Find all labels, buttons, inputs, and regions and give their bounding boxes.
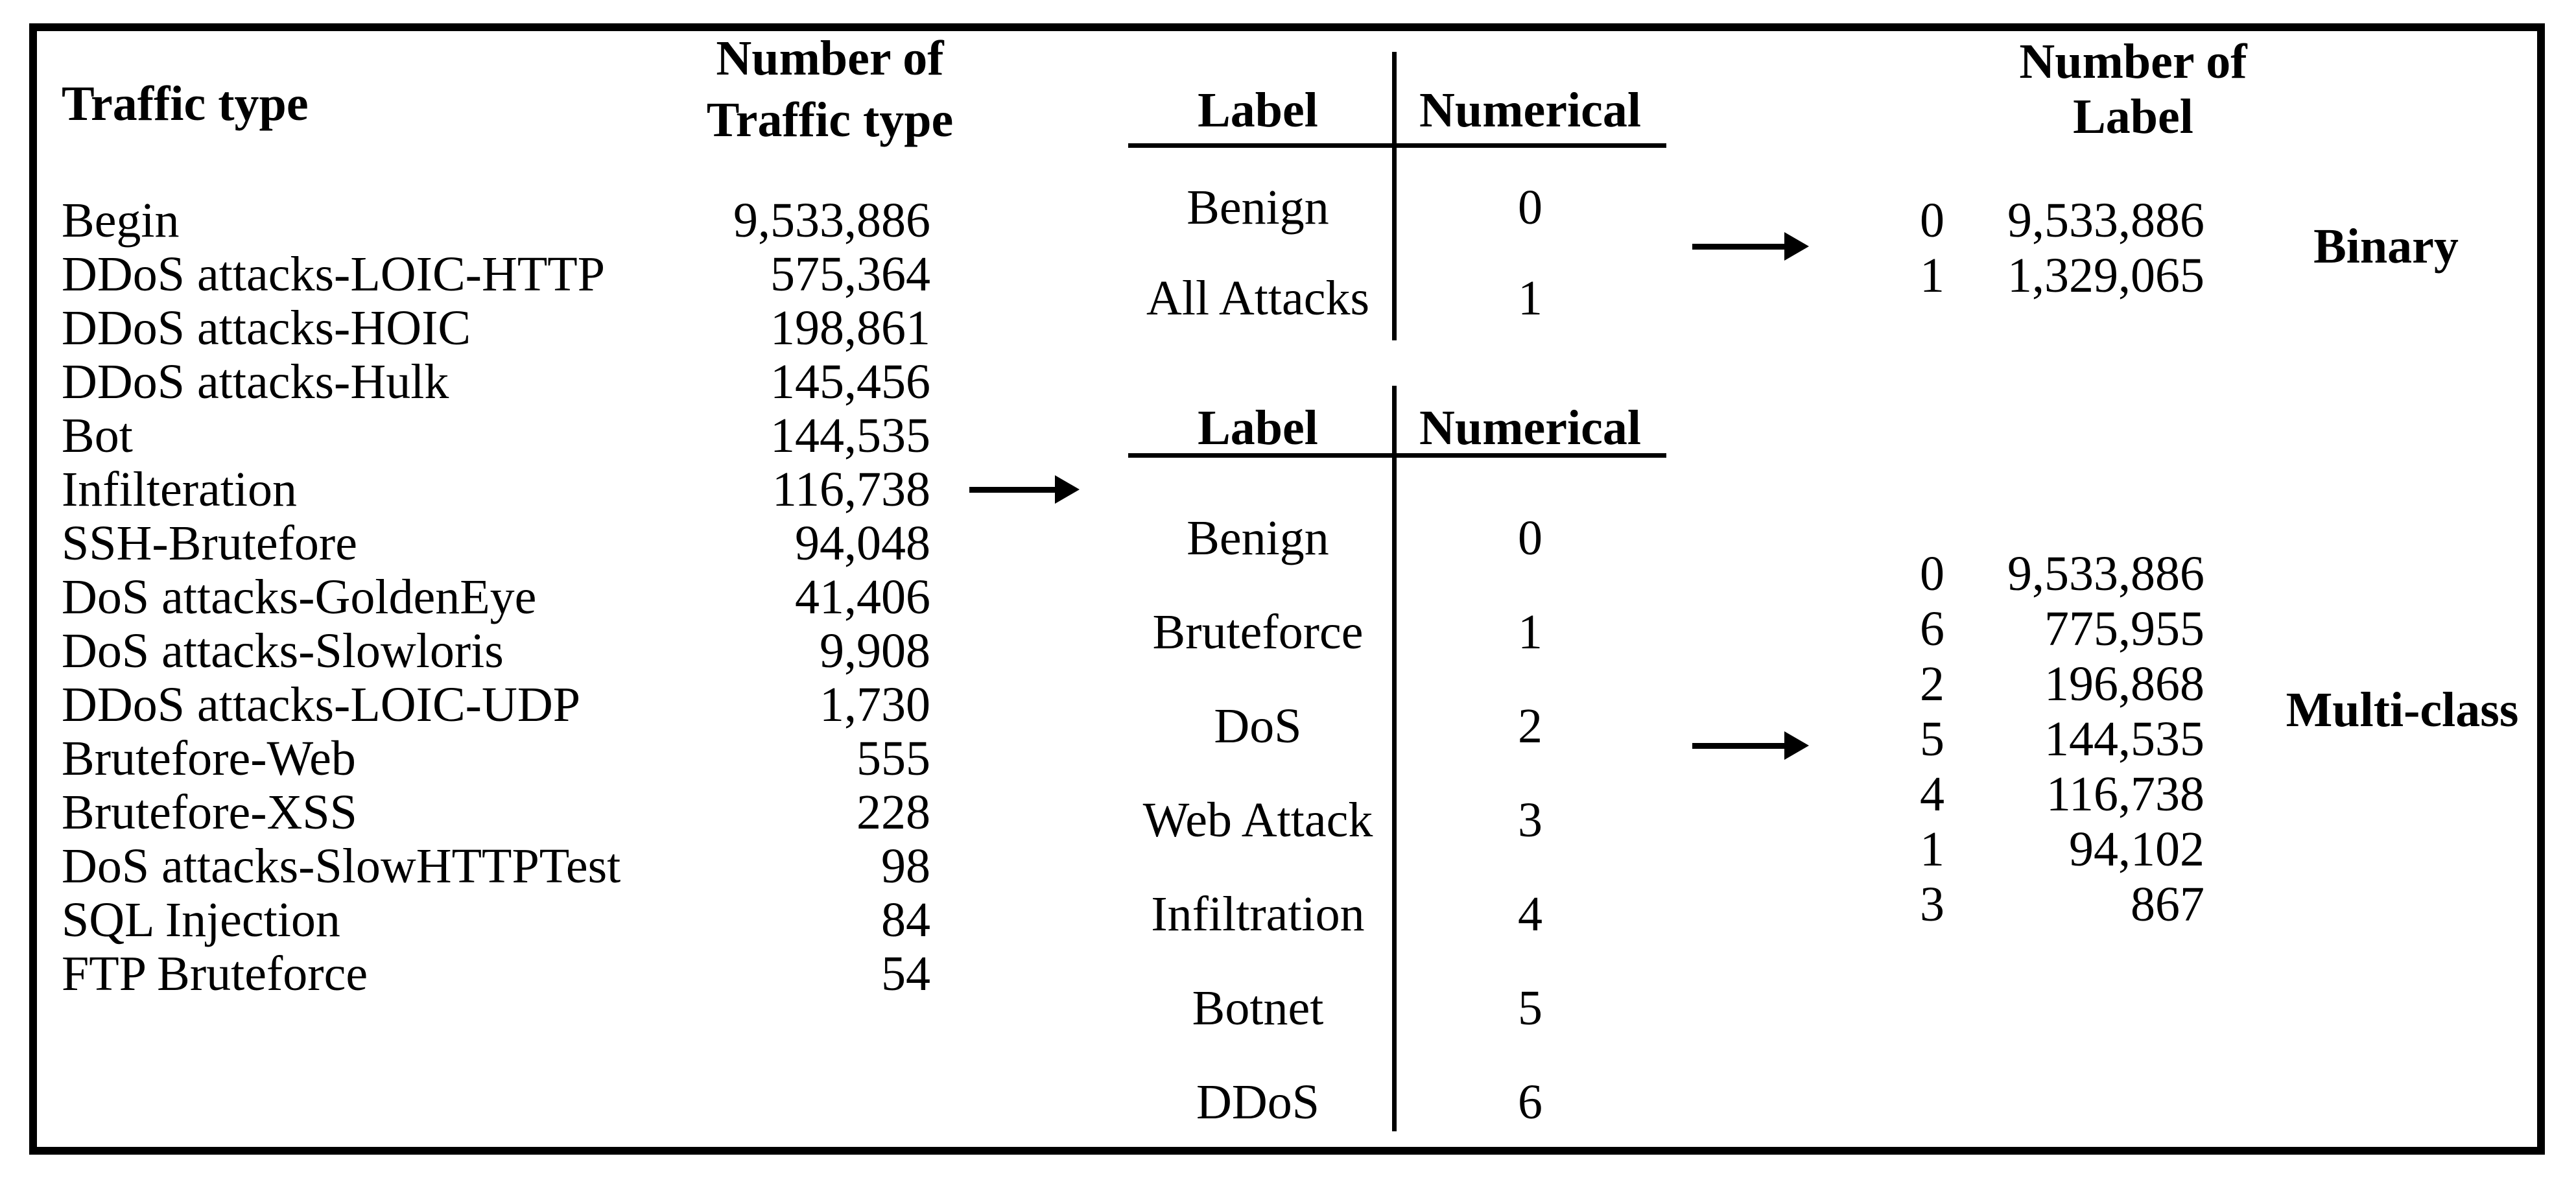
multiclass-map-numerical: 0: [1518, 511, 1542, 565]
arrow-shaft: [1692, 244, 1788, 250]
arrow-head: [1055, 475, 1080, 504]
arrow-right-icon: [1692, 731, 1809, 760]
traffic-row-name: Begin: [62, 193, 180, 248]
traffic-row-count: 41,406: [795, 570, 930, 624]
binary-map-numerical: 0: [1518, 180, 1542, 235]
traffic-row-name: DoS attacks-Slowloris: [62, 624, 504, 678]
multiclass-count-code: 1: [1920, 822, 1944, 877]
binary-caption: Binary: [2313, 219, 2459, 274]
traffic-row-name: SQL Injection: [62, 893, 340, 947]
multiclass-count-value: 775,955: [2044, 602, 2204, 656]
figure-border: [29, 23, 2545, 1155]
traffic-row-count: 9,533,886: [733, 193, 930, 248]
traffic-row-count: 555: [857, 731, 930, 786]
traffic-row-name: FTP Bruteforce: [62, 947, 368, 1001]
traffic-row-name: DoS attacks-SlowHTTPTest: [62, 839, 621, 893]
arrow-shaft: [969, 487, 1059, 493]
multiclass-count-code: 4: [1920, 767, 1944, 821]
binary-map-label: Benign: [1187, 180, 1329, 235]
multiclass-map-numerical: 1: [1518, 605, 1542, 659]
arrow-head: [1784, 232, 1809, 261]
arrow-head: [1784, 731, 1809, 760]
traffic-row-name: DDoS attacks-LOIC-UDP: [62, 677, 581, 732]
multiclass-map-label: DoS: [1214, 699, 1302, 753]
multiclass-map-numerical: 2: [1518, 699, 1542, 753]
label-count-header-line1: Number of: [2019, 34, 2247, 89]
multiclass-map-label: DDoS: [1196, 1075, 1320, 1129]
traffic-row-name: Brutefore-XSS: [62, 785, 357, 840]
multiclass-map-label-header: Label: [1198, 401, 1318, 455]
multiclass-count-code: 2: [1920, 657, 1944, 711]
traffic-row-count: 54: [881, 947, 930, 1001]
binary-count-code: 0: [1920, 193, 1944, 248]
multiclass-map-label: Botnet: [1192, 981, 1324, 1035]
traffic-row-name: SSH-Brutefore: [62, 516, 357, 571]
multiclass-count-code: 6: [1920, 602, 1944, 656]
traffic-count-header-line1: Number of: [716, 31, 944, 86]
multiclass-map-header-rule: [1128, 453, 1666, 458]
multiclass-map-label: Bruteforce: [1152, 605, 1364, 659]
binary-map-label: All Attacks: [1146, 271, 1370, 325]
traffic-row-count: 98: [881, 839, 930, 893]
traffic-row-name: Infilteration: [62, 462, 297, 517]
multiclass-count-value: 9,533,886: [2007, 547, 2204, 601]
multiclass-map-numerical-header: Numerical: [1419, 401, 1641, 455]
multiclass-map-label: Infiltration: [1151, 887, 1365, 941]
multiclass-map-label: Benign: [1187, 511, 1329, 565]
binary-map-header-rule: [1128, 143, 1666, 148]
traffic-row-count: 94,048: [795, 516, 930, 571]
multiclass-caption: Multi-class: [2286, 683, 2519, 737]
traffic-row-count: 144,535: [770, 408, 930, 463]
traffic-type-header: Traffic type: [62, 77, 309, 131]
multiclass-map-numerical: 5: [1518, 981, 1542, 1035]
multiclass-count-code: 3: [1920, 877, 1944, 932]
multiclass-map-numerical: 3: [1518, 793, 1542, 847]
multiclass-count-code: 0: [1920, 547, 1944, 601]
traffic-row-name: Bot: [62, 408, 133, 463]
binary-count-code: 1: [1920, 248, 1944, 303]
traffic-row-count: 575,364: [770, 247, 930, 301]
arrow-right-icon: [1692, 232, 1809, 261]
multiclass-map-label: Web Attack: [1142, 793, 1373, 847]
traffic-row-name: DoS attacks-GoldenEye: [62, 570, 537, 624]
multiclass-count-value: 144,535: [2044, 712, 2204, 766]
multiclass-map-vertical-rule: [1392, 386, 1397, 1131]
traffic-row-count: 84: [881, 893, 930, 947]
multiclass-count-value: 116,738: [2046, 767, 2204, 821]
multiclass-count-value: 196,868: [2044, 657, 2204, 711]
binary-count-value: 9,533,886: [2007, 193, 2204, 248]
multiclass-map-numerical: 6: [1518, 1075, 1542, 1129]
multiclass-count-code: 5: [1920, 712, 1944, 766]
multiclass-map-numerical: 4: [1518, 887, 1542, 941]
traffic-row-count: 228: [857, 785, 930, 840]
binary-map-label-header: Label: [1198, 83, 1318, 137]
traffic-count-header-line2: Traffic type: [706, 93, 954, 147]
traffic-row-name: Brutefore-Web: [62, 731, 356, 786]
multiclass-count-value: 94,102: [2069, 822, 2204, 877]
traffic-row-count: 116,738: [772, 462, 930, 517]
binary-count-value: 1,329,065: [2007, 248, 2204, 303]
traffic-row-name: DDoS attacks-Hulk: [62, 355, 449, 409]
traffic-row-name: DDoS attacks-LOIC-HTTP: [62, 247, 605, 301]
traffic-row-count: 198,861: [770, 301, 930, 355]
traffic-row-name: DDoS attacks-HOIC: [62, 301, 471, 355]
arrow-right-icon: [969, 475, 1080, 504]
multiclass-count-value: 867: [2131, 877, 2204, 932]
binary-map-numerical: 1: [1518, 271, 1542, 325]
traffic-row-count: 9,908: [820, 624, 930, 678]
label-count-header-line2: Label: [2073, 89, 2193, 144]
arrow-shaft: [1692, 743, 1788, 749]
traffic-row-count: 1,730: [820, 677, 930, 732]
traffic-row-count: 145,456: [770, 355, 930, 409]
binary-map-numerical-header: Numerical: [1419, 83, 1641, 137]
binary-map-vertical-rule: [1392, 52, 1397, 340]
